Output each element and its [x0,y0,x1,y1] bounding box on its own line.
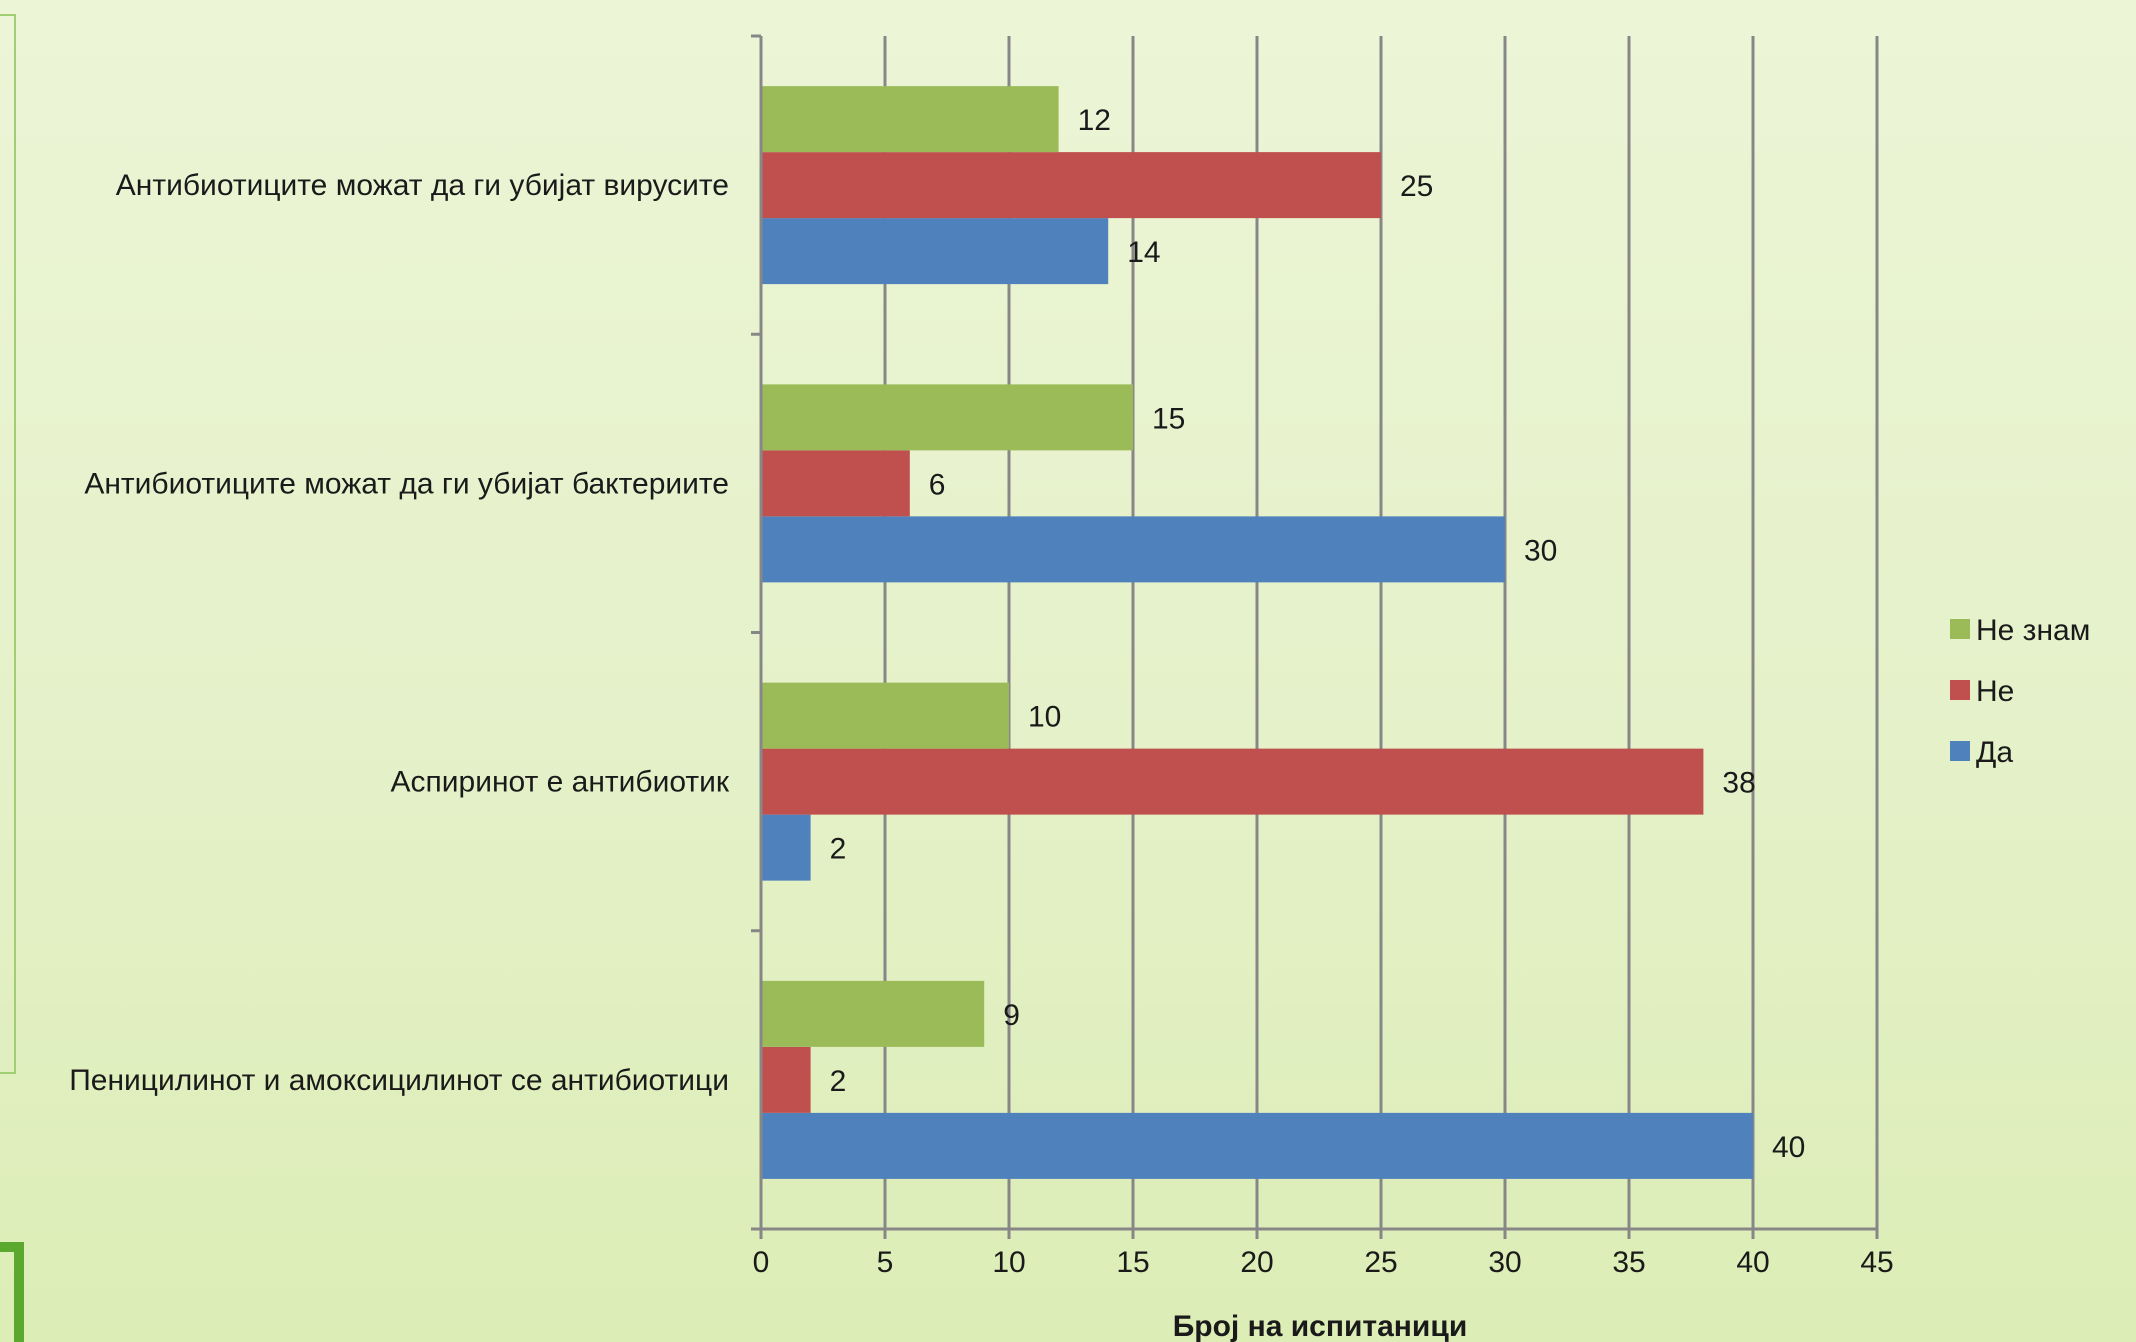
data-label: 15 [1152,402,1185,435]
x-tick-label: 35 [1612,1246,1645,1279]
bar-ne [761,1046,811,1113]
bars [761,86,1753,1179]
x-tick-label: 0 [753,1246,770,1279]
data-label: 6 [929,468,946,501]
data-label: 40 [1772,1131,1805,1164]
data-label: 38 [1722,767,1755,800]
bar-ne [761,450,910,517]
category-label: Антибиотиците можат да ги убијат бактери… [84,467,729,500]
bar-ne [761,748,1704,815]
legend-swatch [1950,741,1970,761]
bar-da [761,1112,1753,1179]
data-label: 30 [1524,534,1557,567]
bar-ne [761,152,1381,219]
data-label: 12 [1078,104,1111,137]
bar-ne-znam [761,86,1059,153]
legend-label: Да [1976,736,2013,769]
category-label: Пеницилинот и амоксицилинот се антибиоти… [69,1064,729,1097]
category-label: Аспиринот е антибиотик [391,766,730,799]
x-tick-label: 15 [1116,1246,1149,1279]
slide-frame-left [0,14,16,1074]
data-label: 9 [1003,999,1020,1032]
data-label: 2 [830,833,847,866]
bar-ne-znam [761,980,985,1047]
x-tick-label: 25 [1364,1246,1397,1279]
legend: Не знам Не Да [1950,614,2090,769]
slide-corner-decoration [0,1242,24,1342]
bar-da [761,814,811,881]
data-label: 14 [1127,236,1160,269]
x-tick-label: 5 [877,1246,894,1279]
legend-swatch [1950,619,1970,639]
x-tick-label: 10 [992,1246,1025,1279]
x-tick-label: 20 [1240,1246,1273,1279]
legend-label: Не [1976,675,2014,708]
legend-swatch [1950,680,1970,700]
data-label: 10 [1028,701,1061,734]
bar-da [761,218,1109,285]
data-label: 25 [1400,170,1433,203]
x-tick-label: 40 [1736,1246,1769,1279]
bar-da [761,516,1505,583]
category-label: Антибиотиците можат да ги убијат вирусит… [116,169,729,202]
x-axis-title: Број на испитаници [1173,1310,1468,1342]
labels: 0 5 10 15 20 25 30 35 40 45 Пеницилинот и амоксици… [69,104,1893,1279]
legend-label: Не знам [1976,614,2090,647]
bar-ne-znam [761,682,1009,749]
axes [751,34,1879,1239]
gridlines [883,36,1879,1229]
data-label: 2 [830,1065,847,1098]
x-tick-label: 30 [1488,1246,1521,1279]
bar-ne-znam [761,384,1133,451]
x-tick-label: 45 [1860,1246,1893,1279]
